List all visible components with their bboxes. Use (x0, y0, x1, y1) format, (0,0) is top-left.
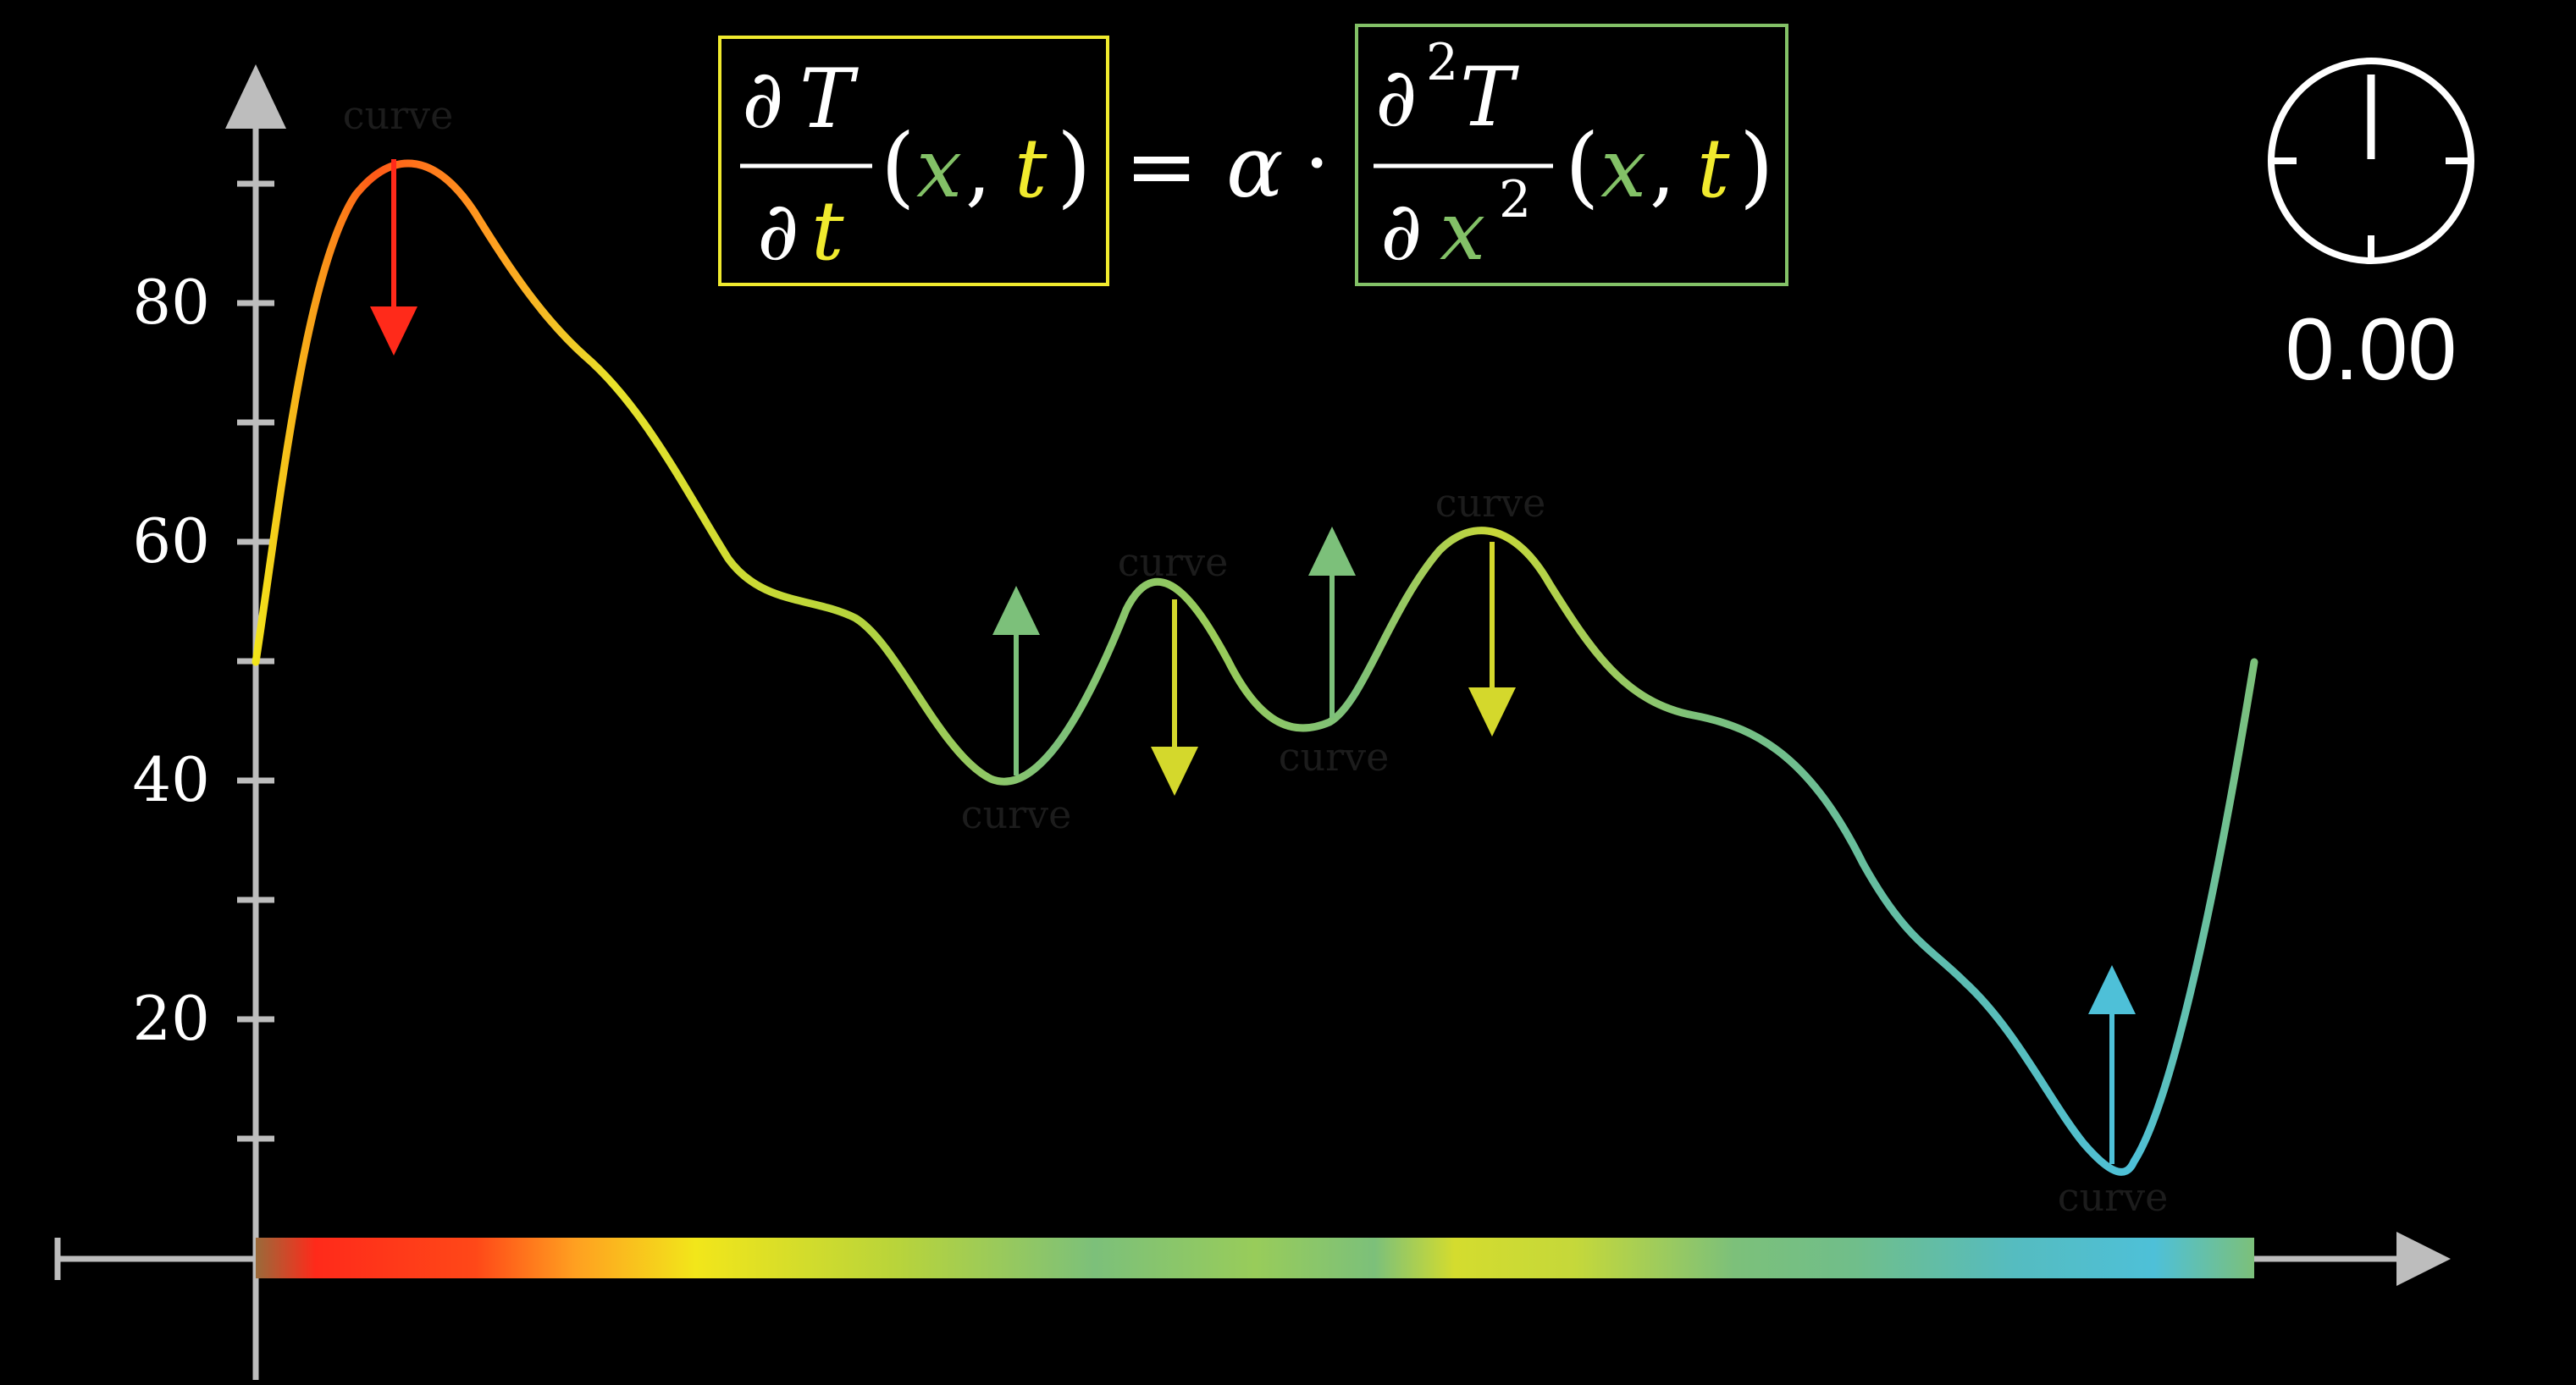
stopwatch-icon (2268, 58, 2474, 264)
lhs-fraction: ∂ T ∂ t (740, 52, 872, 279)
partial-symbol: ∂ (742, 52, 784, 146)
faint-label: curve (2058, 1174, 2169, 1220)
faint-label: curve (1279, 734, 1390, 780)
heat-flow-arrows (370, 159, 2136, 1164)
heat-equation: ∂ T ∂ t ( x , t ) = α · ∂ 2 T ∂ x 2 ( x … (718, 24, 1788, 286)
y-axis-arrowhead (225, 64, 286, 129)
close-paren: ) (1057, 114, 1092, 218)
equals-sign: = (1125, 114, 1198, 218)
close-paren: ) (1739, 114, 1774, 218)
up-arrow (992, 586, 1040, 775)
variable-t: t (811, 184, 844, 279)
comma: , (1650, 121, 1676, 216)
variable-T: T (1460, 50, 1519, 145)
timer-value: 0.00 (2286, 301, 2457, 399)
partial-symbol: ∂ (1380, 184, 1423, 279)
partial-symbol: ∂ (757, 184, 799, 279)
up-arrow (1308, 527, 1356, 718)
faint-label: curve (1435, 480, 1546, 526)
up-arrow-cold (2088, 965, 2136, 1164)
exponent: 2 (1499, 170, 1531, 229)
y-tick-label-80: 80 (132, 267, 210, 338)
rhs-fraction: ∂ 2 T ∂ x 2 (1374, 33, 1553, 279)
y-tick-label-40: 40 (132, 744, 210, 815)
down-arrow (1468, 542, 1516, 737)
y-axis: 80 60 40 20 (132, 64, 286, 1380)
exponent: 2 (1426, 33, 1458, 92)
open-paren: ( (881, 114, 915, 218)
faint-curve-labels: curve curve curve curve curve curve (343, 92, 2169, 1220)
faint-label: curve (343, 92, 454, 138)
heated-rod (256, 1238, 2254, 1278)
variable-x: x (1440, 184, 1485, 279)
variable-x: x (916, 121, 962, 216)
lhs-highlight-box (718, 36, 1109, 286)
faint-label: curve (1118, 539, 1229, 585)
variable-t: t (1014, 121, 1048, 216)
open-paren: ( (1565, 114, 1600, 218)
multiplication-dot: · (1304, 116, 1330, 211)
x-axis-arrowhead (2396, 1232, 2451, 1286)
down-arrow-hot (370, 159, 417, 356)
alpha-symbol: α (1226, 118, 1284, 217)
comma: , (965, 121, 992, 216)
down-arrow (1151, 599, 1198, 796)
rhs-highlight-box (1355, 24, 1788, 286)
y-tick-label-20: 20 (132, 983, 210, 1054)
partial-symbol: ∂ (1375, 50, 1418, 145)
variable-x: x (1600, 121, 1646, 216)
temperature-curve (252, 159, 2258, 1176)
y-tick-label-60: 60 (132, 505, 210, 577)
variable-T: T (799, 52, 859, 146)
faint-label: curve (961, 792, 1072, 837)
variable-t: t (1697, 121, 1730, 216)
